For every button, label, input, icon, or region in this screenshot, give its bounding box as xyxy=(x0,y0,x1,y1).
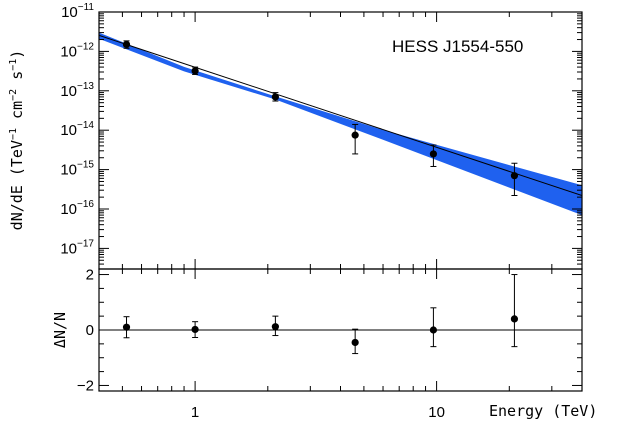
y-tick-base: 10 xyxy=(61,4,78,21)
residual-data-point xyxy=(429,326,438,334)
flux-data-point xyxy=(510,172,519,180)
fit-line xyxy=(99,34,582,196)
y-tick-label: 10−16 xyxy=(60,199,94,218)
y-tick-exponent: −15 xyxy=(77,160,94,171)
y-tick-label: 10−15 xyxy=(60,160,94,179)
ylabel-exp-1: −1 xyxy=(8,128,19,140)
y-tick-exponent: −12 xyxy=(77,41,94,52)
y-tick-base: 10 xyxy=(60,83,77,100)
y-tick-label: 10−11 xyxy=(61,2,94,21)
y-tick-base: 10 xyxy=(60,122,77,139)
bottom-ticks: 1 10 2 0 −2 xyxy=(77,267,583,421)
y-tick-exponent: −11 xyxy=(78,2,95,13)
residual-data-point xyxy=(351,338,359,347)
flux-data-point xyxy=(271,93,279,101)
residual-data-point xyxy=(510,315,519,323)
bottom-points xyxy=(122,274,519,355)
y-tick-label: 10−14 xyxy=(60,120,94,139)
y-tick-exponent: −17 xyxy=(77,238,94,249)
ylabel-exp-2: −2 xyxy=(8,89,19,101)
flux-data-point xyxy=(191,67,199,75)
ylabel-mid-1: cm xyxy=(8,101,26,128)
residual-data-point xyxy=(122,323,131,331)
top-ylabel: dN/dE (TeV−1 cm−2 s−1) xyxy=(8,50,26,231)
y-tick-label: 0 xyxy=(86,322,94,339)
fit-confidence-band xyxy=(99,32,582,216)
y-tick-label: −2 xyxy=(77,377,94,394)
y-tick-label: 10−13 xyxy=(60,81,94,100)
y-tick-exponent: −16 xyxy=(77,199,94,210)
residual-data-point xyxy=(191,325,199,334)
x-tick-label: 10 xyxy=(428,404,445,421)
y-tick-base: 10 xyxy=(60,240,77,257)
x-axis-label: Energy (TeV) xyxy=(489,402,597,420)
chart-title: HESS J1554-550 xyxy=(392,37,523,56)
y-tick-base: 10 xyxy=(60,43,77,60)
y-tick-label: 10−12 xyxy=(60,41,94,60)
y-tick-label: 2 xyxy=(86,267,94,284)
y-tick-label: 10−17 xyxy=(60,238,94,257)
ylabel-exp-3: −1 xyxy=(8,59,19,71)
y-tick-exponent: −14 xyxy=(77,120,94,131)
bottom-ylabel: ΔN/N xyxy=(51,312,69,348)
ylabel-tail: ) xyxy=(8,50,26,59)
x-tick-label: 1 xyxy=(191,404,199,421)
y-tick-base: 10 xyxy=(60,201,77,218)
residual-data-point xyxy=(271,323,279,331)
flux-data-point xyxy=(351,131,359,139)
flux-data-point xyxy=(429,150,438,158)
fit-band-layer xyxy=(99,32,582,216)
y-tick-base: 10 xyxy=(60,162,77,179)
flux-data-point xyxy=(122,40,131,49)
y-tick-exponent: −13 xyxy=(77,81,94,92)
top-points xyxy=(122,40,519,197)
ylabel-mid-2: s xyxy=(8,71,26,89)
ylabel-lead: dN/dE (TeV xyxy=(8,140,26,230)
